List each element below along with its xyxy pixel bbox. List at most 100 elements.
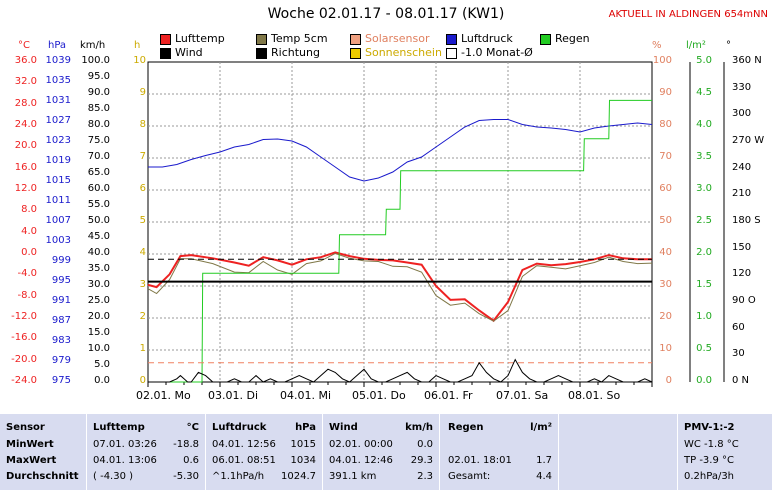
wind-unit: km/h	[405, 422, 433, 433]
series-regen	[148, 99, 652, 383]
direction-tick-label: 210	[732, 188, 752, 200]
temp-tick-label: 24.0	[14, 119, 37, 130]
empty-column	[559, 414, 678, 490]
legend-monat-avg: -1.0 Monat-Ø	[446, 46, 533, 59]
legend-solarsensor: Solarsensor	[350, 32, 430, 45]
rain-unit: l/m²	[530, 422, 552, 433]
temp-unit: °C	[186, 422, 199, 433]
wind-tick-label: 85.0	[87, 103, 110, 114]
temp-tick-label: -12.0	[11, 311, 37, 322]
pressure-tick-label: 1035	[45, 75, 71, 86]
percent-tick-label: 90	[659, 87, 672, 98]
pressure-avg-value: 1024.7	[281, 471, 316, 482]
legend-lufttemp: Lufttemp	[160, 32, 225, 45]
direction-tick-label: 180 S	[732, 215, 761, 226]
pressure-header: Luftdruck	[212, 422, 267, 433]
pressure-min-value: 1015	[290, 439, 316, 450]
wind-tick-label: 30.0	[87, 279, 110, 290]
rain-axis-unit: l/m²	[686, 40, 706, 51]
pressure-max-value: 1034	[290, 455, 316, 466]
sun-tick-label: 4	[139, 247, 146, 258]
percent-tick-label: 70	[659, 151, 672, 162]
legend-richtung: Richtung	[256, 46, 320, 59]
legend-label: Richtung	[271, 46, 320, 59]
pressure-unit: hPa	[295, 422, 316, 433]
temp-tick-label: 28.0	[14, 97, 37, 109]
legend-swatch	[446, 47, 457, 59]
wind-distance: 391.1 km	[329, 471, 377, 482]
wind-column: Wind km/h 02.01. 00:00 0.0 04.01. 12:46 …	[323, 414, 440, 490]
wind-tick-label: 95.0	[87, 71, 110, 82]
rain-tick-label: 0.0	[696, 375, 712, 386]
pressure-tick-label: 991	[51, 295, 71, 306]
pmv-dewpoint: TP -3.9 °C	[684, 455, 734, 466]
x-category-label: 08.01. So	[568, 389, 620, 402]
rain-tick-label: 1.0	[696, 311, 712, 322]
x-category-label: 03.01. Di	[208, 389, 258, 402]
rain-header: Regen	[448, 422, 484, 433]
percent-tick-label: 10	[659, 343, 672, 354]
sun-tick-label: 5	[139, 215, 146, 226]
pressure-min-time: 04.01. 12:56	[212, 439, 276, 450]
temp-max-time: 04.01. 13:06	[93, 455, 157, 466]
temp-tick-label: -8.0	[17, 289, 37, 301]
series-wind	[148, 358, 653, 383]
pmv-pressure-trend: 0.2hPa/3h	[684, 471, 735, 482]
sun-tick-label: 9	[139, 87, 146, 98]
sun-tick-label: 1	[139, 343, 146, 354]
percent-tick-label: 0	[665, 375, 672, 386]
legend-swatch	[256, 33, 267, 45]
pressure-tick-label: 1003	[45, 235, 71, 246]
live-location-label: AKTUELL IN ALDINGEN 654mNN	[608, 9, 768, 20]
legend-swatch	[350, 47, 361, 59]
pressure-tick-label: 983	[51, 335, 71, 346]
wind-tick-label: 20.0	[87, 311, 110, 322]
wind-tick-label: 50.0	[87, 215, 110, 226]
legend-swatch	[160, 47, 171, 59]
legend-temp5cm: Temp 5cm	[256, 32, 328, 45]
legend-sonnenschein: Sonnenschein	[350, 46, 442, 59]
legend-swatch	[540, 33, 551, 45]
pressure-tick-label: 979	[51, 355, 71, 366]
pressure-tick-label: 1011	[45, 195, 71, 206]
wind-min-value: 0.0	[417, 439, 433, 450]
legend-regen: Regen	[540, 32, 590, 45]
legend-wind: Wind	[160, 46, 203, 59]
direction-tick-label: 270 W	[732, 135, 765, 146]
pmv-windchill: WC -1.8 °C	[684, 439, 739, 450]
row-label-avg: Durchschnitt	[6, 471, 79, 482]
temp-tick-label: 32.0	[14, 76, 37, 88]
wind-max-time: 04.01. 12:46	[329, 455, 393, 466]
temp-tick-label: -4.0	[17, 268, 37, 280]
temp-header: Lufttemp	[93, 422, 145, 433]
rain-total-value: 4.4	[536, 471, 552, 482]
pressure-axis-unit: hPa	[48, 40, 67, 51]
temp-tick-label: -24.0	[11, 375, 37, 386]
row-label-max: MaxWert	[6, 455, 57, 466]
x-category-label: 04.01. Mi	[280, 389, 331, 402]
pressure-column: Luftdruck hPa 04.01. 12:56 1015 06.01. 0…	[206, 414, 323, 490]
wind-max-value: 29.3	[410, 455, 433, 466]
weather-chart: 02.01. Mo 03.01. Di 04.01. Mi 05.01. Do 06.0…	[136, 61, 725, 402]
rain-tick-label: 3.5	[696, 151, 712, 162]
rain-max-time: 02.01. 18:01	[448, 455, 512, 466]
pressure-tick-label: 1031	[45, 95, 71, 106]
wind-tick-label: 45.0	[87, 231, 110, 242]
temp-tick-label: 4.0	[21, 225, 37, 237]
wind-tick-label: 0.0	[94, 375, 110, 386]
wind-tick-label: 65.0	[87, 167, 110, 178]
pressure-tick-label: 1019	[45, 155, 71, 166]
wind-tick-label: 80.0	[87, 119, 110, 130]
pressure-tick-label: 987	[51, 315, 71, 326]
pressure-tick-label: 1023	[45, 135, 71, 146]
pressure-tick-label: 1039	[45, 55, 71, 66]
temp-tick-label: 12.0	[14, 183, 37, 194]
rain-tick-label: 2.5	[696, 215, 712, 226]
wind-tick-label: 40.0	[87, 247, 110, 258]
legend-label: Regen	[555, 32, 590, 45]
rain-tick-label: 0.5	[696, 343, 712, 354]
rain-max-value: 1.7	[536, 455, 552, 466]
direction-tick-label: 60	[732, 321, 745, 333]
temp-tick-label: 20.0	[14, 140, 37, 152]
temp-avg-value: -5.30	[173, 471, 199, 482]
